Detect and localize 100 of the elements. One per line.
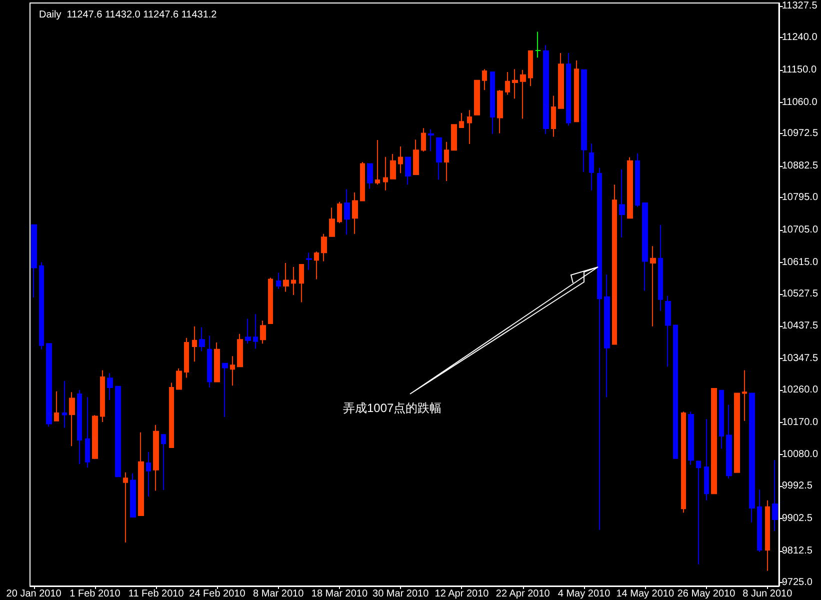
candlestick (245, 318, 251, 344)
candlestick (658, 224, 663, 312)
candlestick (558, 52, 564, 109)
y-tick-label: 11150.0 (782, 64, 817, 76)
candlestick (642, 202, 648, 292)
y-tick-label: 10705.0 (782, 224, 818, 236)
candlestick (46, 343, 52, 428)
candlestick (474, 80, 480, 116)
candlestick (459, 112, 464, 128)
candlestick (451, 124, 457, 151)
y-tick-label: 10170.0 (782, 416, 818, 428)
y-tick-label: 10260.0 (782, 384, 818, 396)
candlestick (421, 128, 426, 152)
x-tick-label: 18 Mar 2010 (311, 588, 368, 600)
candlestick (597, 167, 602, 530)
candlestick (704, 418, 709, 501)
y-tick-label: 10347.5 (782, 353, 818, 364)
candlestick (390, 154, 396, 180)
candlestick (337, 201, 342, 224)
candlestick (650, 246, 656, 327)
candlestick (107, 372, 113, 401)
candlestick (130, 472, 136, 518)
candlestick (574, 60, 579, 122)
x-tick-label: 30 Mar 2010 (372, 588, 430, 600)
candlestick (77, 389, 82, 465)
candlestick (589, 143, 594, 191)
candlestick (123, 472, 128, 543)
x-tick-label: 4 May 2010 (558, 588, 611, 600)
candlestick (726, 404, 732, 479)
candlestick (230, 356, 235, 386)
candlestick (467, 110, 472, 144)
y-tick-label: 11060.0 (782, 96, 818, 108)
candlestick (520, 69, 526, 120)
candlestick (482, 68, 487, 91)
y-tick-label: 10080.0 (782, 449, 818, 460)
candlestick (31, 224, 37, 298)
candlestick (405, 156, 411, 186)
x-tick-label: 11 Feb 2010 (128, 588, 184, 600)
candlestick (383, 156, 388, 191)
y-tick-label: 9902.5 (782, 513, 813, 524)
x-tick-label: 8 Jun 2010 (742, 588, 793, 600)
candlestick (711, 388, 717, 494)
candlestick (535, 31, 541, 58)
candlestick (92, 414, 98, 460)
text: Daily 11247.6 11432.0 11247.6 11431.2 (39, 10, 218, 20)
candlestick (153, 424, 159, 492)
candlestick (612, 184, 617, 345)
candlestick (276, 272, 281, 290)
y-tick-label: 11327.5 (782, 0, 818, 12)
candlestick (161, 434, 166, 490)
candlestick (619, 169, 625, 238)
candlestick (54, 390, 59, 422)
candlestick (176, 368, 182, 390)
x-tick-label: 22 Apr 2010 (496, 588, 550, 600)
x-tick-label: 24 Feb 2010 (189, 588, 246, 600)
y-tick-label: 9992.5 (782, 480, 813, 492)
candlestick (436, 137, 442, 180)
y-tick-label: 10437.5 (782, 320, 818, 332)
candlestick (283, 262, 289, 292)
candlestick (543, 44, 549, 134)
candlestick (604, 274, 610, 398)
candlestick (207, 335, 212, 388)
x-tick-label: 20 Jan 2010 (6, 588, 62, 600)
candlestick (505, 72, 510, 96)
candlestick (444, 141, 449, 182)
candlestick (635, 152, 640, 208)
candlestick (115, 386, 121, 478)
candlestick (329, 207, 335, 237)
candlestick (321, 233, 327, 262)
candlestick (192, 326, 197, 362)
candlestick (375, 140, 380, 186)
candlestick (291, 266, 296, 296)
candlestick (314, 251, 319, 280)
candlestick (772, 460, 778, 532)
candlestick (765, 500, 770, 572)
x-tick-label: 1 Feb 2010 (70, 588, 121, 600)
candlestick (719, 390, 724, 450)
candlestick (146, 451, 151, 497)
x-tick-label: 8 Mar 2010 (253, 588, 304, 600)
candlestick (581, 69, 587, 173)
candlestick (299, 264, 304, 303)
candlestick (413, 139, 419, 176)
candlestick (367, 163, 373, 190)
candlestick (673, 324, 678, 459)
candlestick (551, 95, 556, 138)
y-tick-label: 10882.5 (782, 160, 818, 172)
candlestick (237, 333, 243, 368)
candlestick (490, 72, 495, 134)
candlestick (138, 432, 144, 516)
candlestick (688, 411, 694, 466)
candlestick (85, 396, 90, 468)
y-tick-label: 9812.5 (782, 545, 813, 556)
candlestick (268, 277, 273, 324)
candlestick (306, 252, 312, 270)
candlestick (528, 50, 533, 87)
candlestick (39, 262, 44, 350)
y-tick-label: 11240.0 (782, 32, 818, 44)
annotation: 弄成1007点的跌幅 (343, 401, 442, 415)
candlestick (757, 489, 762, 552)
candlestick (627, 156, 633, 219)
